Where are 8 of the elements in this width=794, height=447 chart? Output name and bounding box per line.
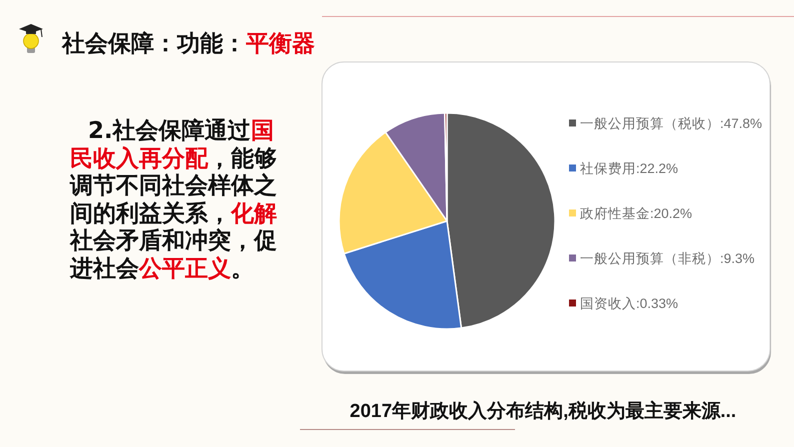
annotation: 2.社会保障通过国民收入再分配，能够调节不同社会样体之间的利益关系，化解社会矛盾和冲突，促进社会公平正义。 [70,118,278,283]
annotation: 2017年财政收入分布结构,税收为最主要来源... [350,401,736,422]
legend-label: 社保费用:22.2% [580,161,678,176]
legend-label: 一般公用预算（非税）:9.3% [580,251,755,266]
legend-label: 政府性基金:20.2% [580,206,692,221]
legend-label: 一般公用预算（税收）:47.8% [580,116,762,131]
legend-label: 国资收入:0.33% [580,296,678,311]
title: 社会保障：功能：平衡器 [62,31,315,57]
